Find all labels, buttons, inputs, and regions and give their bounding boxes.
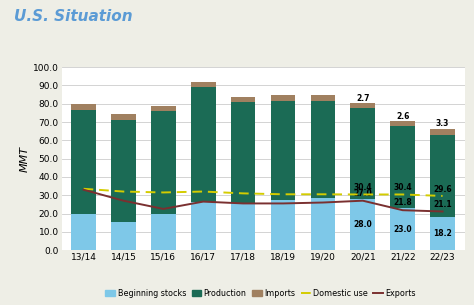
Bar	[310, 198, 335, 250]
Bar	[310, 101, 335, 198]
Bar	[430, 217, 455, 250]
Bar	[350, 199, 375, 250]
Text: 23.0: 23.0	[393, 224, 412, 234]
Bar	[430, 135, 455, 217]
Legend: Beginning stocks, Production, Imports, Domestic use, Exports: Beginning stocks, Production, Imports, D…	[102, 285, 419, 301]
Text: 18.2: 18.2	[433, 229, 452, 238]
Bar	[111, 114, 136, 120]
Bar	[111, 120, 136, 222]
Bar	[191, 202, 216, 250]
Bar	[390, 126, 415, 208]
Bar	[271, 95, 295, 101]
Bar	[111, 222, 136, 250]
Text: 30.4: 30.4	[354, 183, 372, 192]
Bar	[151, 214, 176, 250]
Text: 2.6: 2.6	[396, 112, 410, 120]
Bar	[231, 102, 255, 203]
Bar	[71, 214, 96, 250]
Text: U.S. Situation: U.S. Situation	[14, 9, 133, 24]
Bar	[390, 208, 415, 250]
Bar	[350, 103, 375, 108]
Bar	[271, 101, 295, 200]
Text: 30.4: 30.4	[393, 183, 412, 192]
Bar	[310, 95, 335, 101]
Text: 21.8: 21.8	[393, 199, 412, 207]
Text: 29.6: 29.6	[433, 185, 452, 194]
Bar	[271, 200, 295, 250]
Bar	[151, 106, 176, 111]
Bar	[71, 110, 96, 214]
Bar	[390, 121, 415, 126]
Text: 2.7: 2.7	[356, 94, 370, 102]
Bar	[350, 108, 375, 199]
Bar	[430, 129, 455, 135]
Bar	[191, 82, 216, 87]
Bar	[71, 104, 96, 110]
Text: 3.3: 3.3	[436, 119, 449, 128]
Bar	[231, 203, 255, 250]
Text: 21.1: 21.1	[433, 200, 452, 209]
Text: 27.0: 27.0	[354, 189, 372, 198]
Y-axis label: MMT: MMT	[20, 145, 30, 172]
Bar	[191, 87, 216, 202]
Bar	[151, 111, 176, 214]
Bar	[231, 97, 255, 102]
Text: 28.0: 28.0	[354, 220, 372, 229]
